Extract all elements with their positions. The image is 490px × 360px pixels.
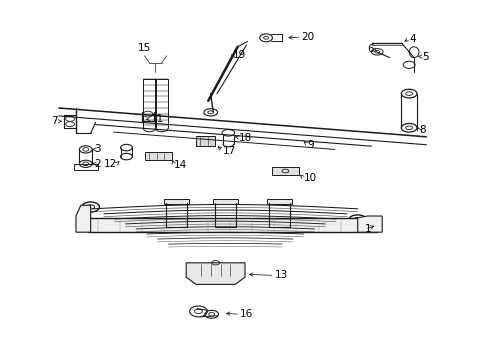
Text: 7: 7	[51, 116, 58, 126]
Text: 2: 2	[94, 159, 101, 169]
Text: 3: 3	[94, 144, 101, 154]
Text: 17: 17	[223, 146, 236, 156]
Text: 18: 18	[239, 132, 252, 143]
Bar	[272, 167, 299, 175]
Text: 11: 11	[151, 114, 164, 124]
Bar	[145, 152, 171, 160]
Bar	[267, 199, 292, 204]
Text: 1: 1	[365, 224, 372, 234]
Text: 8: 8	[419, 125, 426, 135]
Text: 6: 6	[367, 44, 373, 54]
Polygon shape	[76, 205, 91, 232]
Bar	[164, 199, 189, 204]
Text: 14: 14	[174, 159, 187, 170]
Bar	[74, 164, 98, 170]
Text: 4: 4	[409, 33, 416, 44]
Text: 13: 13	[274, 270, 288, 280]
Text: 9: 9	[308, 140, 315, 150]
Text: 19: 19	[233, 50, 246, 60]
Bar	[213, 199, 238, 204]
Text: 15: 15	[138, 42, 151, 53]
Text: 16: 16	[240, 309, 253, 319]
Bar	[196, 136, 215, 146]
Text: 12: 12	[103, 159, 117, 169]
Bar	[88, 218, 377, 232]
Text: 5: 5	[422, 51, 429, 62]
Text: 20: 20	[301, 32, 315, 42]
Polygon shape	[186, 263, 245, 284]
Text: 10: 10	[304, 173, 317, 183]
Polygon shape	[358, 216, 382, 232]
